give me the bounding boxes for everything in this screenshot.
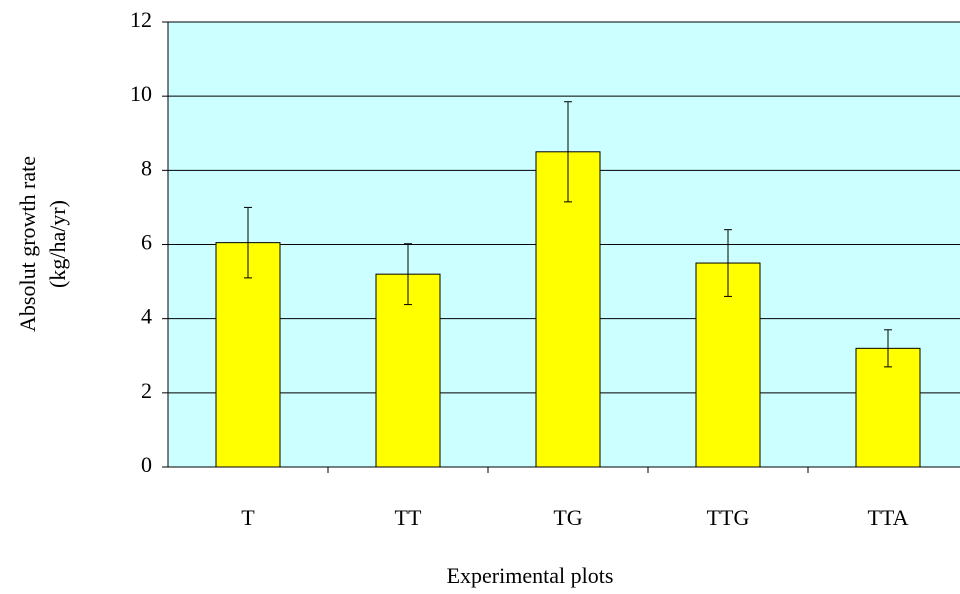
- y-tick-label: 0: [141, 452, 152, 477]
- y-tick-label: 8: [141, 155, 152, 180]
- x-axis-label: Experimental plots: [447, 563, 614, 588]
- y-axis-label: (kg/ha/yr): [45, 200, 70, 288]
- x-tick-label: TG: [553, 505, 582, 530]
- x-tick-label: TT: [395, 505, 422, 530]
- y-tick-label: 10: [130, 81, 152, 106]
- x-tick-label: TTA: [867, 505, 908, 530]
- y-tick-label: 6: [141, 230, 152, 255]
- y-axis-label: Absolut growth rate: [15, 156, 40, 332]
- x-tick-label: T: [241, 505, 255, 530]
- chart: Experimental plots Absolut growth rate (…: [0, 0, 960, 594]
- page: Experimental plots Absolut growth rate (…: [0, 0, 960, 594]
- y-tick-label: 2: [141, 378, 152, 403]
- x-tick-label: TTG: [707, 505, 750, 530]
- y-tick-label: 12: [130, 7, 152, 32]
- y-tick-label: 4: [141, 304, 152, 329]
